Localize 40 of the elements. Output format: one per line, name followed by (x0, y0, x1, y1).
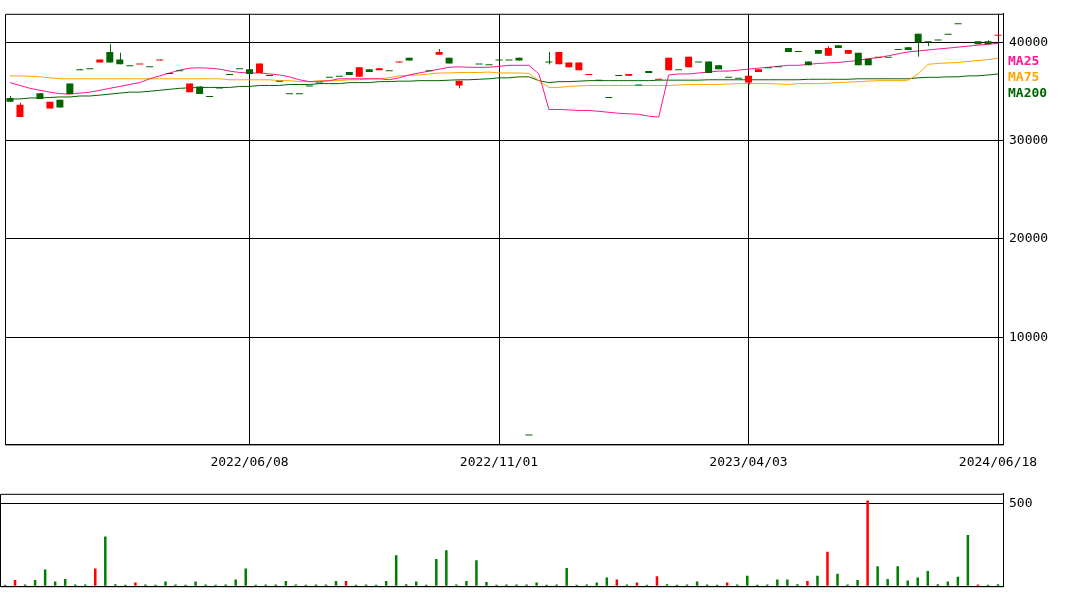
bar (806, 581, 809, 586)
bar (465, 581, 468, 586)
bar (856, 579, 859, 586)
bar (836, 573, 839, 586)
x-tick-label: 2022/06/08 (210, 453, 289, 469)
bar (886, 578, 889, 586)
x-tick-label: 2022/11/01 (459, 453, 539, 469)
bar (896, 566, 899, 586)
x-tick-label: 2024/06/18 (958, 453, 1038, 469)
bar (104, 536, 107, 586)
y-tick-label: 10000 (1009, 328, 1049, 344)
series-label: MA200 (1008, 85, 1048, 101)
bar (816, 575, 819, 586)
bar (906, 580, 909, 586)
bar (786, 579, 789, 586)
bar (475, 560, 478, 586)
bar (485, 582, 488, 586)
bar (234, 579, 237, 586)
bar (194, 581, 197, 586)
y-tick-label: 500 (1009, 494, 1033, 510)
bar (776, 579, 779, 586)
series-label: MA25 (1008, 53, 1040, 69)
bar (826, 551, 829, 586)
series-label: MA75 (1008, 69, 1040, 85)
bar (244, 568, 247, 586)
bar (535, 582, 538, 586)
y-tick-label: 20000 (1009, 230, 1049, 246)
y-tick-label: 40000 (1009, 33, 1049, 49)
bar (164, 581, 167, 586)
bar (916, 577, 919, 586)
candlestick (545, 51, 553, 65)
bar (866, 500, 869, 586)
bar (565, 567, 568, 586)
bar (876, 566, 879, 586)
y-tick-label: 30000 (1009, 132, 1049, 147)
x-tick-label: 2023/04/03 (709, 453, 788, 469)
bar (435, 558, 438, 586)
bar (445, 550, 448, 586)
bar (94, 568, 97, 586)
bar (134, 582, 137, 586)
